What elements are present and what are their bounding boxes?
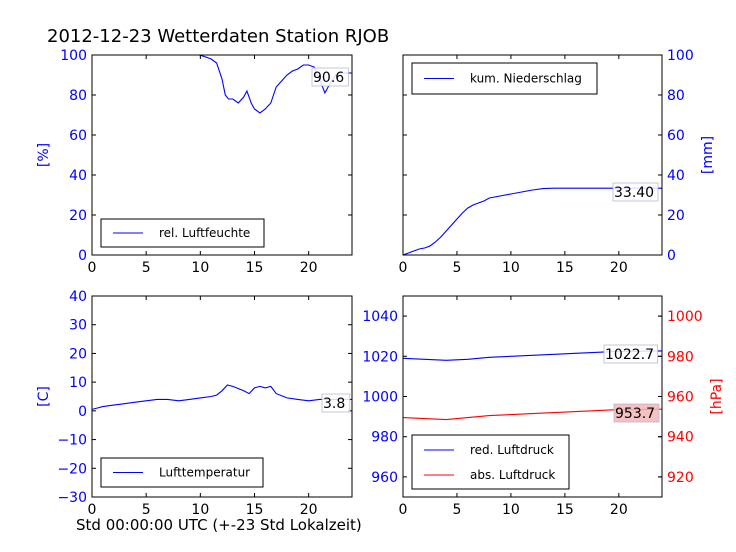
x-tick-label: 20 [610, 260, 628, 276]
y2-axis-label: [hPa] [709, 378, 725, 414]
x-tick-label: 0 [88, 502, 97, 518]
y-tick-label: −30 [57, 490, 87, 506]
y-tick-label: 0 [667, 248, 676, 264]
x-tick-label: 20 [300, 260, 318, 276]
y2-tick-label: 1000 [667, 309, 703, 325]
legend-entry: kum. Niederschlag [470, 72, 582, 86]
series-line-0-0 [92, 55, 352, 114]
value-label-box [612, 182, 659, 202]
y-tick-label: 20 [667, 208, 685, 224]
x-tick-label: 5 [452, 502, 461, 518]
legend-entry: abs. Luftdruck [470, 468, 555, 482]
plot-frame-1 [402, 54, 663, 256]
y-tick-label: 60 [69, 128, 87, 144]
y-tick-label: 960 [371, 470, 398, 486]
y-tick-label: 1040 [362, 309, 398, 325]
legend-entry: rel. Luftfeuchte [159, 226, 250, 240]
x-tick-label: 20 [300, 502, 318, 518]
legend-box [411, 434, 570, 490]
x-tick-label: 10 [191, 260, 209, 276]
y-tick-label: 20 [69, 208, 87, 224]
x-tick-label: 15 [556, 260, 574, 276]
value-label-box [603, 344, 658, 364]
x-tick-label: 20 [610, 502, 628, 518]
y-tick-label: 980 [371, 430, 398, 446]
y-tick-label: 1000 [362, 390, 398, 406]
y-tick-label: 100 [667, 48, 694, 64]
y-axis-label: [C] [36, 386, 52, 407]
series-line-2-0 [92, 384, 352, 410]
y-tick-label: 60 [667, 128, 685, 144]
x-tick-label: 10 [502, 260, 520, 276]
y2-tick-label: 960 [667, 390, 694, 406]
value-label: 90.6 [313, 70, 344, 86]
y-tick-label: 30 [69, 318, 87, 334]
x-tick-label: 0 [399, 260, 408, 276]
plot-frame-0 [91, 54, 353, 256]
plot-frame-2 [91, 295, 353, 498]
y-tick-label: 40 [69, 168, 87, 184]
y-tick-label: 1020 [362, 349, 398, 365]
x-tick-label: 5 [452, 260, 461, 276]
value-label-box [311, 67, 349, 87]
y-tick-label: 80 [69, 88, 87, 104]
y-tick-label: −20 [57, 461, 87, 477]
x-tick-label: 15 [246, 502, 264, 518]
y2-tick-label: 920 [667, 470, 694, 486]
y-tick-label: 40 [69, 289, 87, 305]
value-label-box [613, 403, 660, 423]
x-tick-label: 15 [246, 260, 264, 276]
legend-entry: red. Luftdruck [470, 443, 554, 457]
y-axis-label: [mm] [700, 136, 716, 174]
series-line-1-0 [403, 187, 662, 255]
value-label: 953.7 [615, 406, 655, 422]
value-label: 33.40 [614, 185, 654, 201]
x-tick-label: 5 [142, 260, 151, 276]
x-tick-label: 0 [88, 260, 97, 276]
y-tick-label: 20 [69, 346, 87, 362]
value-label-box [321, 393, 351, 413]
x-tick-label: 0 [399, 502, 408, 518]
y-tick-label: −10 [57, 433, 87, 449]
figure-title: 2012-12-23 Wetterdaten Station RJOB [47, 26, 390, 47]
x-tick-label: 15 [556, 502, 574, 518]
y-tick-label: 40 [667, 168, 685, 184]
y-tick-label: 80 [667, 88, 685, 104]
value-label: 3.8 [323, 396, 345, 412]
x-tick-label: 10 [191, 502, 209, 518]
y-tick-label: 10 [69, 375, 87, 391]
y2-tick-label: 940 [667, 430, 694, 446]
legend-entry: Lufttemperatur [159, 466, 250, 480]
y-tick-label: 100 [60, 48, 87, 64]
x-tick-label: 10 [502, 502, 520, 518]
value-label: 1022.7 [605, 347, 654, 363]
y-axis-label: [%] [36, 143, 52, 167]
y-tick-label: 0 [78, 248, 87, 264]
x-axis-caption: Std 00:00:00 UTC (+-23 Std Lokalzeit) [76, 516, 362, 534]
x-tick-label: 5 [142, 502, 151, 518]
y2-tick-label: 980 [667, 349, 694, 365]
y-tick-label: 0 [78, 404, 87, 420]
